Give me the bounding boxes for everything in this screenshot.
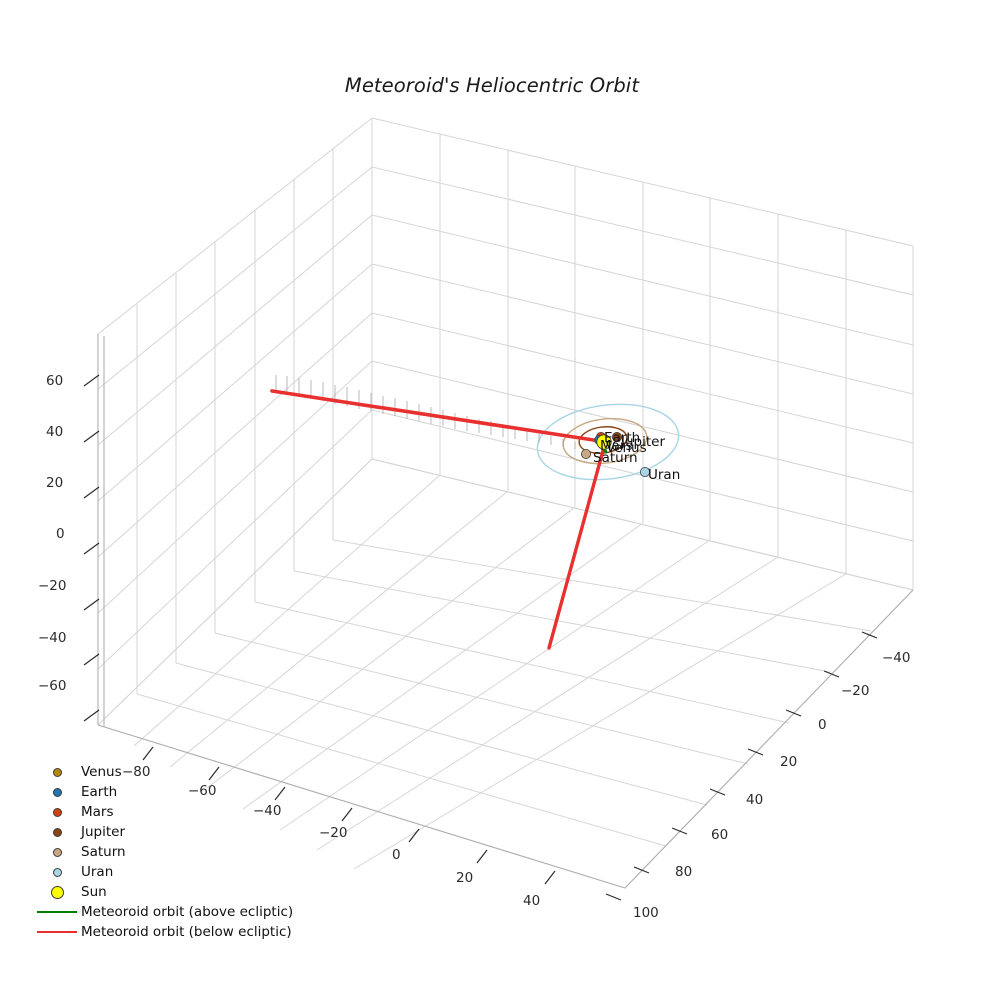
legend-item-earth[interactable]: Earth — [36, 782, 286, 802]
tickmarks-y-axis — [605, 631, 878, 901]
pane-back-left — [98, 118, 372, 725]
legend-label: Mars — [81, 804, 114, 820]
x-tick-label: 40 — [523, 893, 541, 909]
legend-label: Sun — [81, 884, 107, 900]
legend-item-venus[interactable]: Venus — [36, 762, 286, 782]
y-tick-label: 60 — [711, 827, 729, 843]
earth-marker-icon — [36, 787, 78, 797]
z-tick-label: 20 — [46, 475, 64, 491]
jupiter-marker-icon — [36, 827, 78, 837]
planet-markers — [581, 431, 651, 477]
marker-jupiter — [612, 431, 623, 442]
legend-item-uran[interactable]: Uran — [36, 862, 286, 882]
marker-sun — [596, 434, 612, 450]
z-tick-label: −20 — [38, 578, 67, 594]
sun-marker-icon — [36, 885, 78, 899]
legend-item-orbit-above-ecliptic[interactable]: Meteoroid orbit (above ecliptic) — [36, 902, 293, 922]
orbit-uranus — [536, 403, 680, 481]
tickmarks-z-axis — [83, 374, 100, 722]
y-tick-label: 0 — [818, 717, 827, 733]
y-tick-label: 20 — [780, 754, 798, 770]
body-label-earth: Earth — [604, 430, 641, 446]
legend: Venus Earth Mars Jupiter Saturn — [36, 762, 293, 942]
legend-item-mars[interactable]: Mars — [36, 802, 286, 822]
legend-label: Meteoroid orbit (above ecliptic) — [81, 904, 294, 920]
y-tick-label: 100 — [633, 905, 659, 921]
z-tick-label: 60 — [46, 373, 64, 389]
legend-item-orbit-below-ecliptic[interactable]: Meteoroid orbit (below ecliptic) — [36, 922, 292, 942]
body-label-venus: Venus — [606, 440, 647, 456]
body-label-uran: Uran — [648, 467, 681, 483]
marker-uranus — [640, 466, 651, 477]
tickmarks-x-axis — [142, 746, 556, 885]
legend-label: Meteoroid orbit (below ecliptic) — [81, 924, 292, 940]
legend-label: Saturn — [81, 844, 126, 860]
legend-item-sun[interactable]: Sun — [36, 882, 286, 902]
z-tick-label: 40 — [46, 424, 64, 440]
grid-back-right — [371, 117, 914, 591]
y-tick-label: 40 — [746, 792, 764, 808]
legend-item-jupiter[interactable]: Jupiter — [36, 822, 286, 842]
pane-floor — [98, 459, 913, 888]
green-line-icon — [36, 911, 78, 913]
x-tick-label: −40 — [253, 803, 282, 819]
legend-label: Uran — [81, 864, 114, 880]
marker-saturn — [581, 448, 592, 459]
legend-item-saturn[interactable]: Saturn — [36, 842, 286, 862]
z-tick-label: 0 — [56, 526, 65, 542]
mars-marker-icon — [36, 807, 78, 817]
red-line-icon — [36, 931, 78, 933]
legend-label: Earth — [81, 784, 118, 800]
legend-label: Venus — [81, 764, 122, 780]
grid-floor — [97, 458, 914, 889]
z-tick-label: −40 — [38, 630, 67, 646]
x-tick-label: −20 — [319, 825, 348, 841]
body-label-mars: Mars — [600, 438, 633, 454]
uranus-marker-icon — [36, 867, 78, 877]
legend-label: Jupiter — [81, 824, 126, 840]
x-tick-label: 20 — [456, 870, 474, 886]
z-tick-label: −60 — [38, 678, 67, 694]
x-tick-label: −80 — [122, 764, 151, 780]
y-tick-label: −20 — [841, 683, 870, 699]
orbit-jupiter — [578, 426, 628, 454]
y-tick-label: −40 — [882, 650, 911, 666]
body-label-jupiter: Jupiter — [621, 434, 666, 450]
x-tick-label: 0 — [392, 847, 401, 863]
venus-marker-icon — [36, 767, 78, 777]
saturn-marker-icon — [36, 847, 78, 857]
x-tick-label: −60 — [188, 783, 217, 799]
y-tick-label: 80 — [675, 864, 693, 880]
body-label-saturn: Saturn — [593, 450, 638, 466]
page-title: Meteoroid's Heliocentric Orbit — [344, 74, 640, 97]
meteoroid-orbit-below-ecliptic — [270, 389, 606, 650]
axis-spines — [97, 334, 914, 889]
